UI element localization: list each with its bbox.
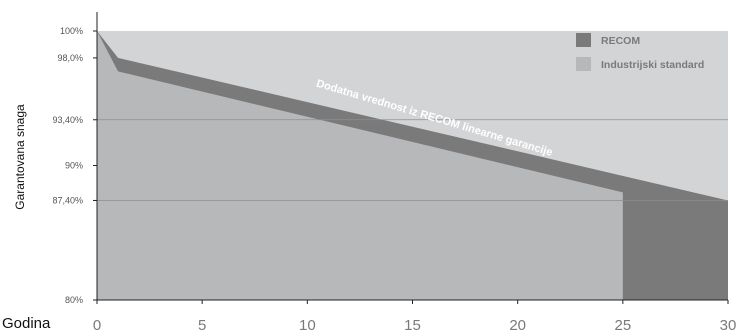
y-tick-label-1: 87,40% <box>52 195 83 205</box>
x-tick-label-5: 25 <box>614 317 631 334</box>
legend-label-recom: RECOM <box>601 35 640 47</box>
series-layer <box>97 31 728 300</box>
y-tick-label-2: 90% <box>65 161 83 171</box>
x-axis-title: Godina <box>2 315 51 332</box>
y-tick-label-0: 80% <box>65 295 83 305</box>
x-tick-labels: 0 5 10 15 20 25 30 <box>93 300 737 334</box>
legend-swatch-industry <box>576 57 591 71</box>
y-axis-title: Garantovana snaga <box>13 104 27 210</box>
legend: RECOM Industrijski standard <box>576 33 704 71</box>
y-tick-label-4: 98,0% <box>57 53 83 63</box>
x-tick-label-6: 30 <box>720 317 737 334</box>
y-tick-label-3: 93,40% <box>52 115 83 125</box>
series-area-1 <box>97 31 623 300</box>
y-tick-labels: 80% 87,40% 90% 93,40% 98,0% 100% <box>52 26 97 305</box>
reference-lines <box>97 119 728 201</box>
x-tick-label-1: 5 <box>198 317 206 334</box>
legend-swatch-recom <box>576 33 591 47</box>
x-tick-label-3: 15 <box>404 317 421 334</box>
x-tick-label-0: 0 <box>93 317 101 334</box>
y-tick-label-5: 100% <box>60 26 83 36</box>
x-tick-label-4: 20 <box>509 317 526 334</box>
x-tick-label-2: 10 <box>299 317 316 334</box>
legend-label-industry: Industrijski standard <box>601 59 704 71</box>
